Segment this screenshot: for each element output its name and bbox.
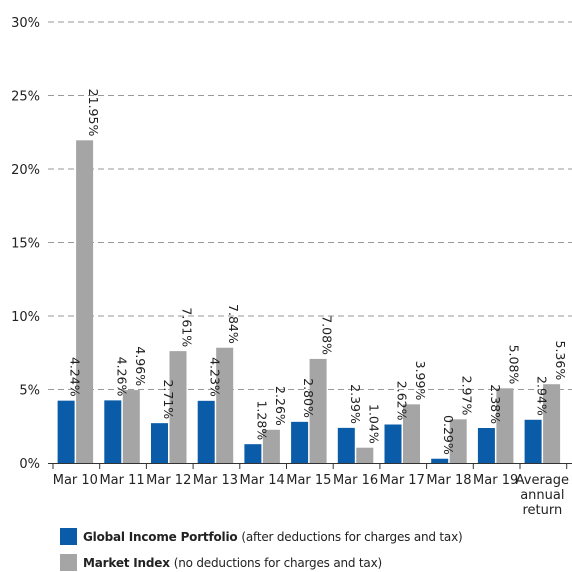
x-tick-label: Mar 13 [193, 473, 238, 488]
bar-market-index [449, 419, 467, 463]
data-label: 7.08% [320, 315, 335, 355]
data-label: 4.26% [114, 357, 129, 397]
bar-portfolio [337, 427, 355, 463]
x-tick-label: Mar 18 [426, 473, 471, 488]
data-label: 5.08% [506, 345, 521, 385]
bar-portfolio [197, 400, 215, 463]
data-label: 2.62% [395, 381, 410, 421]
x-tick-label: Mar 11 [99, 473, 144, 488]
bar-portfolio [104, 400, 122, 463]
x-tick-label: Mar 15 [286, 473, 331, 488]
y-tick-label: 5% [19, 384, 40, 399]
bar-portfolio [431, 458, 449, 463]
bar-portfolio [291, 421, 309, 463]
bar-market-index [496, 388, 514, 463]
gridlines [48, 21, 572, 390]
x-tick-label: Mar 12 [146, 473, 191, 488]
x-tick-label: Mar 19 [473, 473, 518, 488]
data-label: 7.61% [180, 307, 195, 347]
bar-portfolio [57, 400, 75, 463]
y-tick-label: 20% [11, 163, 40, 178]
data-label: 2.97% [460, 376, 475, 416]
bar-market-index [122, 390, 140, 463]
data-label: 1.28% [254, 400, 269, 440]
y-tick-label: 0% [19, 457, 40, 472]
data-label: 3.99% [413, 361, 428, 401]
y-tick-label: 25% [11, 90, 40, 105]
legend-swatch-global-income-portfolio [60, 528, 77, 545]
x-tick-label: Mar 16 [333, 473, 378, 488]
data-label: 4.24% [68, 357, 83, 397]
data-label: 5.36% [553, 340, 568, 380]
legend-swatch-market-index [60, 554, 77, 571]
bar-market-index [403, 404, 420, 463]
legend-series-note: (no deductions for charges and tax) [173, 555, 382, 570]
data-label: 21.95% [86, 89, 101, 137]
bar-market-index [169, 351, 187, 463]
data-label: 1.04% [366, 404, 381, 444]
x-axis-tick-labels: Mar 10 Mar 11 Mar 12 Mar 13 Mar 14 Mar 15 Mar … [53, 473, 569, 518]
legend-item-market-index: Market Index (no deductions for charges … [60, 554, 382, 571]
x-tick-label: Mar 10 [53, 473, 98, 488]
data-label: 4.96% [133, 346, 148, 386]
legend-series-name: Global Income Portfolio [83, 529, 238, 544]
bar-market-index [543, 384, 561, 463]
data-label: 4.23% [208, 357, 223, 397]
data-label: 2.26% [273, 386, 288, 426]
data-label: 2.71% [161, 379, 176, 419]
data-label: 2.94% [535, 376, 550, 416]
bar-portfolio [524, 419, 542, 463]
bar-market-index [76, 140, 94, 463]
y-tick-label: 10% [11, 310, 40, 325]
legend-series-name: Market Index [83, 555, 170, 570]
bar-market-index [356, 447, 374, 463]
data-labels: 4.24% 21.95% 4.26% 4.96% 2.71% 7.61% 4.23%7.84… [68, 89, 568, 455]
bars [57, 140, 561, 463]
bar-market-index [262, 429, 280, 463]
bar-portfolio [244, 444, 262, 463]
x-tick-label: Average annual return [516, 473, 569, 518]
data-label: 2.38% [488, 384, 503, 424]
legend-series-note: (after deductions for charges and tax) [241, 529, 463, 544]
bar-portfolio [151, 423, 168, 463]
legend-item-global-income-portfolio: Global Income Portfolio (after deduction… [60, 528, 463, 545]
y-tick-label: 30% [11, 16, 40, 31]
x-tick-label: Mar 14 [240, 473, 285, 488]
bar-market-index [216, 347, 234, 463]
bar-market-index [309, 358, 327, 463]
bar-portfolio [477, 428, 495, 463]
x-tick-label: Mar 17 [380, 473, 425, 488]
y-tick-label: 15% [11, 237, 40, 252]
y-axis-tick-labels: 0% 5% 10% 15% 20% 25% 30% [11, 16, 40, 472]
data-label: 2.80% [301, 378, 316, 418]
data-label: 0.29% [441, 415, 456, 455]
data-label: 2.39% [348, 384, 363, 424]
bar-portfolio [384, 424, 402, 463]
x-axis [48, 463, 572, 469]
data-label: 7.84% [226, 304, 241, 344]
